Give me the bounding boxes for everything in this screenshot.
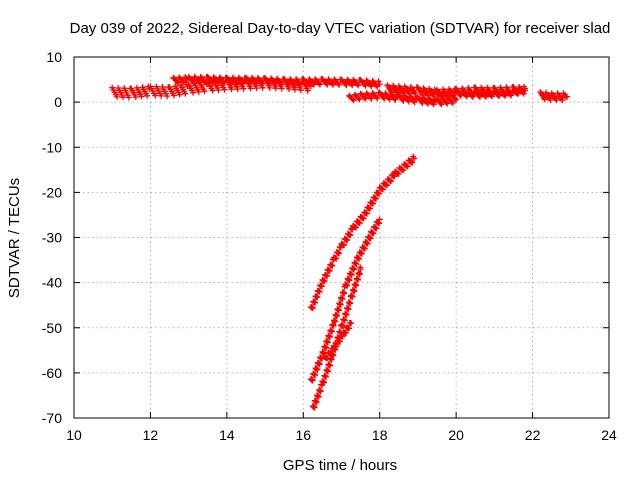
- y-tick-label: -60: [42, 365, 62, 381]
- grid: [74, 57, 609, 418]
- x-tick-label: 16: [295, 427, 311, 443]
- data-markers: [434, 83, 528, 101]
- y-axis-label: SDTVAR / TECUs: [6, 178, 23, 298]
- data-markers: [307, 153, 418, 312]
- data-markers: [307, 216, 383, 384]
- x-tick-label: 14: [219, 427, 235, 443]
- axis-ticks: 10 12 14 16 18 20 22 24 10 0 -10 -20 -30 -40 -50 -60 -70: [42, 49, 617, 443]
- x-tick-label: 10: [66, 427, 82, 443]
- y-tick-label: -30: [42, 230, 62, 246]
- data-series-drop-1: [307, 153, 418, 312]
- data-markers: [346, 89, 460, 108]
- data-series-layer: [109, 73, 570, 411]
- y-tick-label: 0: [54, 94, 62, 110]
- y-tick-label: -10: [42, 139, 62, 155]
- data-markers: [537, 89, 570, 104]
- data-series-band-b: [170, 73, 383, 90]
- y-tick-label: -50: [42, 320, 62, 336]
- y-tick-label: -40: [42, 275, 62, 291]
- x-tick-label: 24: [601, 427, 617, 443]
- data-series-drop-4: [321, 319, 355, 362]
- x-tick-label: 22: [525, 427, 541, 443]
- data-series-band-f: [537, 89, 570, 104]
- data-series-band-e: [434, 83, 528, 101]
- data-markers: [321, 319, 355, 362]
- y-tick-label: 10: [46, 49, 62, 65]
- data-series-drop-2: [307, 216, 383, 384]
- y-tick-label: -70: [42, 410, 62, 426]
- x-tick-label: 18: [372, 427, 388, 443]
- y-tick-label: -20: [42, 184, 62, 200]
- x-axis-label: GPS time / hours: [283, 457, 397, 474]
- x-tick-label: 12: [143, 427, 159, 443]
- x-tick-label: 20: [448, 427, 464, 443]
- data-markers: [170, 73, 383, 90]
- chart-title: Day 039 of 2022, Sidereal Day-to-day VTE…: [70, 20, 611, 37]
- data-series-band-c: [346, 89, 460, 108]
